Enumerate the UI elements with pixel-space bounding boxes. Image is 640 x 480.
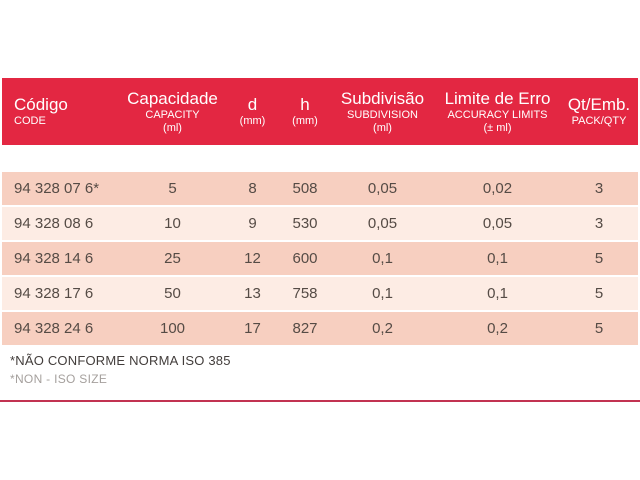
cell-accuracy: 0,1 — [487, 250, 508, 267]
cell-code: 94 328 24 6 — [14, 320, 94, 337]
footnote-secondary: *NON - ISO SIZE — [10, 371, 108, 386]
cell-d: 9 — [248, 215, 257, 232]
cell-code: 94 328 17 6 — [14, 285, 94, 302]
column-title: Capacidade — [127, 88, 218, 108]
column-unit: (mm) — [292, 115, 318, 128]
column-title: Subdivisão — [340, 88, 425, 108]
cell-h: 600 — [292, 250, 318, 267]
cell-h: 827 — [292, 320, 318, 337]
column-title: h — [300, 94, 310, 114]
cell-accuracy: 0,1 — [487, 285, 508, 302]
table-row: 94 328 14 6 25 12 600 0,1 0,1 5 — [2, 242, 638, 275]
column-header-d: d (mm) — [225, 78, 280, 145]
cell-d: 12 — [244, 250, 261, 267]
bottom-divider — [0, 400, 640, 402]
column-title: Limite de Erro — [444, 88, 551, 108]
table-row: 94 328 17 6 50 13 758 0,1 0,1 5 — [2, 277, 638, 310]
table-row: 94 328 08 6 10 9 530 0,05 0,05 3 — [2, 207, 638, 240]
cell-h: 508 — [292, 180, 318, 197]
cell-h: 530 — [292, 215, 318, 232]
column-unit: (± ml) — [483, 121, 512, 134]
table-header-row: Código CODE Capacidade CAPACITY (ml) d (… — [2, 78, 638, 145]
column-header-h: h (mm) — [280, 78, 330, 145]
cell-d: 8 — [248, 180, 257, 197]
column-header-codigo: Código CODE — [2, 78, 120, 145]
column-title: d — [247, 94, 258, 114]
cell-capacity: 100 — [159, 320, 186, 337]
cell-h: 758 — [292, 285, 318, 302]
column-header-capacidade: Capacidade CAPACITY (ml) — [120, 78, 225, 145]
column-subtitle: SUBDIVISION — [347, 108, 418, 121]
column-subtitle: ACCURACY LIMITS — [447, 108, 548, 121]
cell-pack: 5 — [594, 285, 604, 302]
cell-capacity: 25 — [164, 250, 181, 267]
column-title: Qt/Emb. — [567, 94, 631, 114]
cell-capacity: 10 — [164, 215, 181, 232]
footnotes: *NÃO CONFORME NORMA ISO 385 *NON - ISO S… — [10, 353, 231, 387]
cell-code: 94 328 08 6 — [14, 215, 94, 232]
table-row: 94 328 24 6 100 17 827 0,2 0,2 5 — [2, 312, 638, 345]
cell-pack: 5 — [594, 320, 604, 337]
cell-pack: 5 — [594, 250, 604, 267]
spec-table: Código CODE Capacidade CAPACITY (ml) d (… — [2, 78, 638, 347]
column-header-limite-de-erro: Limite de Erro ACCURACY LIMITS (± ml) — [435, 78, 560, 145]
column-unit: (mm) — [239, 115, 266, 128]
cell-subdivision: 0,05 — [367, 215, 398, 232]
cell-d: 13 — [244, 285, 261, 302]
cell-accuracy: 0,2 — [487, 320, 508, 337]
cell-pack: 3 — [594, 215, 604, 232]
cell-subdivision: 0,1 — [372, 285, 393, 302]
cell-capacity: 50 — [164, 285, 181, 302]
table-row: 94 328 07 6* 5 8 508 0,05 0,02 3 — [2, 172, 638, 205]
column-subtitle: PACK/QTY — [571, 115, 627, 128]
cell-subdivision: 0,1 — [372, 250, 393, 267]
footnote-primary: *NÃO CONFORME NORMA ISO 385 — [10, 353, 231, 368]
cell-subdivision: 0,2 — [372, 320, 393, 337]
cell-pack: 3 — [594, 180, 604, 197]
column-header-subdivisao: Subdivisão SUBDIVISION (ml) — [330, 78, 435, 145]
table-body: 94 328 07 6* 5 8 508 0,05 0,02 3 94 328 … — [2, 172, 638, 345]
cell-accuracy: 0,02 — [482, 180, 513, 197]
column-subtitle: CODE — [14, 115, 46, 128]
column-header-qt-emb: Qt/Emb. PACK/QTY — [560, 78, 638, 145]
cell-capacity: 5 — [168, 180, 177, 197]
cell-code: 94 328 14 6 — [14, 250, 94, 267]
cell-d: 17 — [244, 320, 261, 337]
cell-subdivision: 0,05 — [367, 180, 398, 197]
cell-code: 94 328 07 6* — [14, 180, 100, 197]
cell-accuracy: 0,05 — [482, 215, 513, 232]
column-unit: (ml) — [163, 121, 182, 134]
column-subtitle: CAPACITY — [145, 108, 200, 121]
column-title: Código — [14, 94, 68, 114]
column-unit: (ml) — [373, 121, 392, 134]
